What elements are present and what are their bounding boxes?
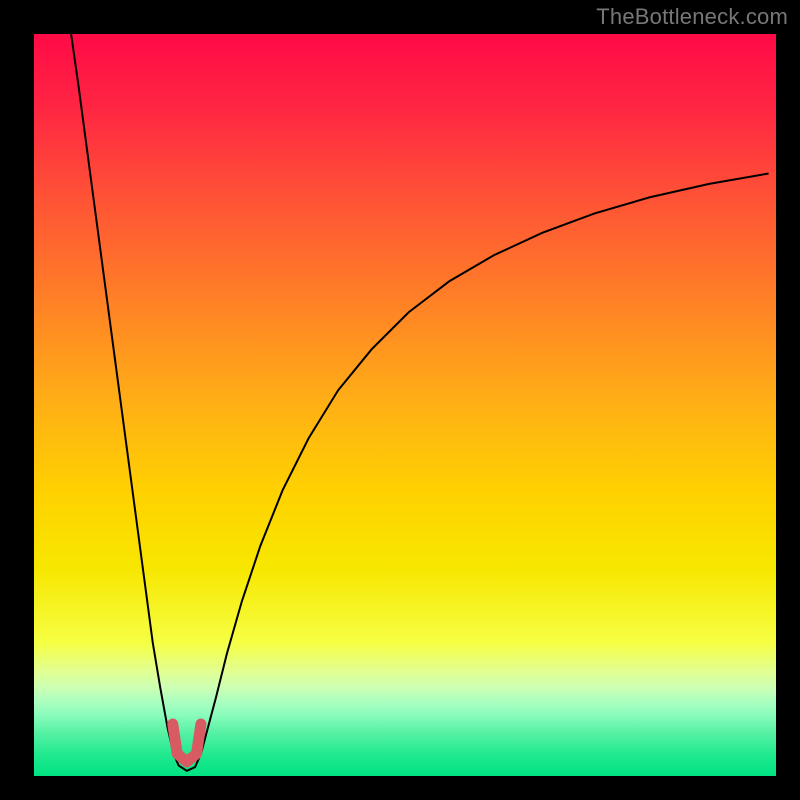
watermark-text: TheBottleneck.com — [596, 4, 788, 30]
stage: TheBottleneck.com — [0, 0, 800, 800]
chart-svg — [0, 0, 800, 800]
plot-background — [34, 34, 776, 776]
